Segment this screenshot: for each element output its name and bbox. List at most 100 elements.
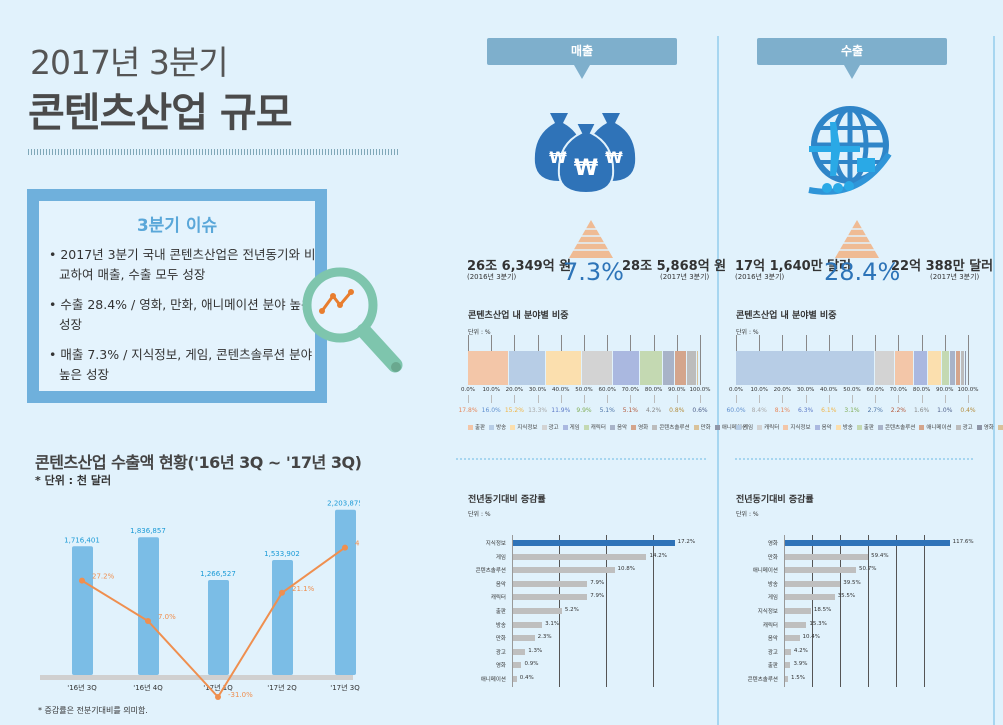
- yoy-bar: [513, 580, 588, 587]
- share-segment: [913, 351, 929, 385]
- svg-text:'17년 1Q: '17년 1Q: [203, 683, 233, 692]
- export-bar: [72, 546, 93, 675]
- yoy-bar: [785, 580, 841, 587]
- svg-text:21.1%: 21.1%: [292, 585, 315, 593]
- pyramid-icon: [835, 220, 879, 258]
- export-bar: [272, 559, 293, 675]
- page-subtitle: 2017년 3분기: [30, 43, 229, 82]
- yoy-bar: [785, 621, 807, 628]
- svg-text:1,533,902: 1,533,902: [264, 550, 300, 558]
- share-segment: [663, 351, 676, 385]
- svg-text:₩: ₩: [549, 148, 567, 167]
- share-segment: [696, 351, 699, 385]
- svg-text:'16년 3Q: '16년 3Q: [67, 683, 97, 692]
- share-segment: [686, 351, 697, 385]
- svg-text:2,203,875: 2,203,875: [327, 500, 360, 508]
- yoy-bar: [513, 676, 517, 682]
- issue-item: 2017년 3분기 국내 콘텐츠산업은 전년동기와 비교하여 매출, 수출 모두…: [49, 245, 319, 285]
- yoy-bar: [513, 553, 647, 560]
- dotted-divider: [735, 458, 975, 460]
- export-prev-period: (2016년 3분기): [735, 273, 785, 281]
- svg-text:7.0%: 7.0%: [158, 613, 176, 621]
- sales-tag: 매출: [487, 38, 677, 79]
- export-bar: [208, 580, 229, 675]
- export-yoy-chart: 영화 117.6% 만화 59.4% 애니메이션 50.7% 방송 39.5% 게임 35.5% 지…: [728, 535, 990, 690]
- share-segment: [875, 351, 895, 385]
- svg-text:'16년 4Q: '16년 4Q: [133, 683, 163, 692]
- issue-item: 수출 28.4% / 영화, 만화, 애니메이션 분야 높은 성장: [49, 295, 319, 335]
- sales-prev-amount: 26조 6,349억 원: [467, 259, 572, 274]
- svg-text:1,266,527: 1,266,527: [200, 570, 236, 578]
- yoy-bar: [785, 608, 811, 614]
- sales-share-title: 콘텐츠산업 내 분야별 비중: [468, 311, 569, 321]
- share-segment: [509, 351, 547, 385]
- sales-share-chart: 0.0% 17.8% 10.0% 16.0% 20.0% 15.2% 30.0% 13.3% 4…: [458, 335, 747, 435]
- yoy-bar: [785, 676, 788, 682]
- yoy-bar: [513, 662, 522, 669]
- column-divider: [717, 36, 719, 725]
- sales-prev-period: (2016년 3분기): [467, 273, 517, 281]
- yoy-bar: [785, 648, 791, 655]
- export-yoy-unit: 단위 : %: [736, 511, 759, 518]
- sales-curr-period: (2017년 3분기): [660, 273, 710, 281]
- export-bar: [138, 537, 159, 675]
- share-segment: [581, 351, 613, 385]
- share-segment: [949, 351, 956, 385]
- yoy-bar: [513, 635, 535, 642]
- dotted-divider: [456, 458, 708, 460]
- yoy-bar: [513, 608, 562, 614]
- export-yoy-title: 전년동기대비 증감률: [736, 495, 814, 505]
- export-trend-chart: 1,716,401 '16년 3Q 1,836,857 '16년 4Q 1,266,52…: [40, 500, 360, 700]
- share-segment: [468, 351, 510, 385]
- svg-text:1,716,401: 1,716,401: [64, 536, 100, 544]
- svg-text:-31.0%: -31.0%: [228, 691, 253, 699]
- export-share-chart: 0.0% 60.0% 10.0% 8.4% 20.0% 8.1% 30.0% 6.3% 40.0…: [726, 335, 1003, 435]
- share-segment: [736, 351, 876, 385]
- share-segment: [612, 351, 641, 385]
- money-bags-icon: ₩ ₩ ₩: [534, 113, 636, 195]
- share-segment: [675, 351, 687, 385]
- share-legend: 게임캐릭터지식정보음악방송출판콘텐츠솔루션애니메이션광고영화만화: [736, 423, 1003, 431]
- sales-share-unit: 단위 : %: [468, 329, 491, 336]
- svg-text:₩: ₩: [605, 148, 623, 167]
- export-share-title: 콘텐츠산업 내 분야별 비중: [736, 311, 837, 321]
- share-segment: [955, 351, 961, 385]
- svg-text:1,836,857: 1,836,857: [130, 527, 166, 535]
- export-tag: 수출: [757, 38, 947, 79]
- sales-yoy-unit: 단위 : %: [468, 511, 491, 518]
- share-legend: 출판 방송 지식정보 광고 게임 캐릭터 음악 영화 콘텐츠솔루션 만화 애니메이션: [468, 423, 747, 431]
- page-title: 콘텐츠산업 규모: [28, 90, 293, 136]
- share-segment: [546, 351, 582, 385]
- issue-box: 3분기 이슈 2017년 3분기 국내 콘텐츠산업은 전년동기와 비교하여 매출…: [27, 189, 327, 403]
- yoy-bar: [785, 662, 791, 669]
- share-segment: [640, 351, 664, 385]
- yoy-bar: [513, 594, 588, 601]
- yoy-bar: [785, 567, 856, 574]
- export-share-unit: 단위 : %: [736, 329, 759, 336]
- globe-airplane-icon: [808, 106, 892, 195]
- export-trend-note: * 증감률은 전분기대비를 의미함.: [38, 706, 148, 715]
- svg-text:27.2%: 27.2%: [92, 573, 115, 581]
- column-divider: [993, 36, 995, 725]
- share-segment: [964, 351, 967, 385]
- share-segment: [894, 351, 914, 385]
- yoy-bar: [785, 594, 835, 601]
- sales-curr-amount: 28조 5,868억 원: [622, 259, 727, 274]
- share-segment: [966, 351, 968, 385]
- export-trend-title: 콘텐츠산업 수출액 현황('16년 3Q ~ '17년 3Q): [35, 453, 362, 472]
- sales-yoy-title: 전년동기대비 증감률: [468, 495, 546, 505]
- export-curr-period: (2017년 3분기): [930, 273, 980, 281]
- issue-item: 매출 7.3% / 지식정보, 게임, 콘텐츠솔루션 분야 높은 성장: [49, 345, 319, 385]
- issue-title: 3분기 이슈: [136, 216, 218, 236]
- export-bar: [335, 509, 356, 675]
- svg-text:43.7%: 43.7%: [355, 540, 360, 548]
- share-segment: [942, 351, 950, 385]
- share-segment: [960, 351, 965, 385]
- sales-growth-pct: 7.3%: [563, 258, 624, 286]
- export-curr-amount: 22억 388만 달러: [891, 259, 994, 274]
- yoy-bar: [513, 540, 675, 546]
- yoy-bar: [785, 540, 950, 546]
- yoy-bar: [785, 635, 800, 642]
- hatch-divider: [28, 149, 398, 155]
- sales-yoy-chart: 지식정보 17.2% 게임 14.2% 콘텐츠솔루션 10.8% 음악 7.9% 캐릭터 7.9%…: [460, 535, 710, 690]
